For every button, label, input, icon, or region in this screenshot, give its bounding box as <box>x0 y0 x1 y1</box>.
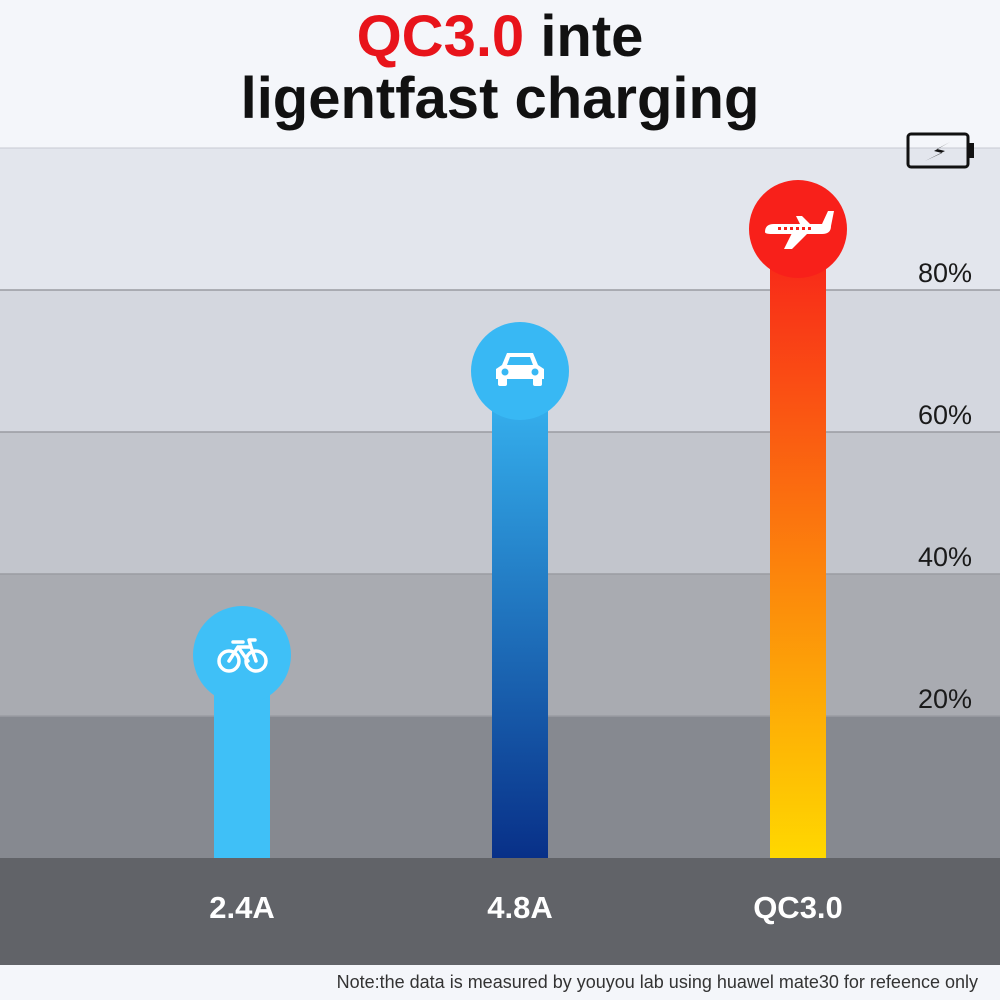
y-tick-label: 40% <box>918 542 972 572</box>
title-line2: ligentfast charging <box>240 66 760 131</box>
bar <box>492 371 548 858</box>
title-rest-line1: inte <box>524 4 644 69</box>
bicycle-icon <box>217 638 268 673</box>
title-accent: QC3.0 <box>356 4 525 69</box>
bar-2-4a <box>193 606 291 858</box>
airplane-icon <box>765 211 834 249</box>
x-tick-label: 2.4A <box>209 890 274 925</box>
y-tick-label: 80% <box>918 258 972 288</box>
y-tick-label: 20% <box>918 684 972 714</box>
bar-qc3-0 <box>749 180 847 858</box>
y-tick-label: 60% <box>918 400 972 430</box>
bar <box>770 229 826 858</box>
chart-title: QC3.0 inte ligentfast charging <box>0 6 1000 130</box>
bar-4-8a <box>471 322 569 858</box>
grid-band <box>0 148 1000 290</box>
baseline-band <box>0 858 1000 965</box>
battery-charging-icon <box>906 132 974 169</box>
x-tick-label: 4.8A <box>487 890 552 925</box>
footnote: Note:the data is measured by youyou lab … <box>336 972 978 992</box>
x-tick-label: QC3.0 <box>753 890 843 925</box>
car-icon <box>496 353 544 386</box>
